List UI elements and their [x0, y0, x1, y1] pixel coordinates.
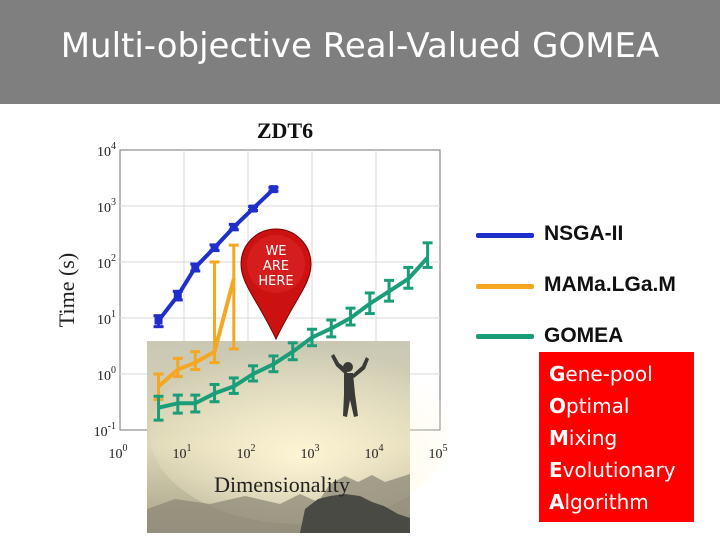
legend-swatch-gomea	[476, 334, 534, 339]
acronym-line-3: Mixing	[549, 426, 618, 450]
pin-marker: WE ARE HERE	[240, 228, 312, 341]
climber-silhouette	[331, 354, 369, 417]
acronym-line-4: Evolutionary	[549, 458, 676, 482]
pin-text-line1: WE	[265, 244, 286, 259]
data-point-nsga-ii	[173, 291, 182, 300]
pin-text-line3: HERE	[258, 274, 293, 289]
x-tick-label: 101	[173, 443, 192, 462]
title-bar	[0, 0, 720, 104]
acronym-line-1: Gene-pool	[549, 362, 653, 386]
legend-swatch-mamalgam	[476, 284, 534, 289]
data-point-nsga-ii	[154, 316, 163, 325]
legend-label-nsga: NSGA-II	[544, 222, 624, 245]
chart-figure: 100 101 102 103 104 105 10-1 100 101 102 103 104 ZDT…	[54, 118, 450, 533]
x-axis-label: Dimensionality	[214, 472, 350, 497]
data-point-nsga-ii	[269, 185, 278, 194]
data-point-nsga-ii	[210, 243, 219, 252]
acronym-line-2: Optimal	[549, 394, 630, 418]
y-tick-label: 100	[97, 365, 116, 384]
legend-label-mamalgam: MAMa.LGa.M	[544, 273, 676, 296]
x-tick-label: 100	[109, 443, 128, 462]
pin-text-line2: ARE	[263, 259, 289, 274]
legend-swatch-nsga	[476, 233, 534, 238]
acronym-line-5: Algorithm	[549, 490, 649, 514]
x-tick-label: 104	[365, 443, 384, 462]
y-axis-label: Time (s)	[54, 253, 79, 327]
slide-title: Multi-objective Real-Valued GOMEA	[60, 26, 660, 66]
x-tick-label: 105	[429, 443, 448, 462]
y-tick-label: 104	[97, 141, 116, 160]
y-tick-label: 101	[97, 309, 116, 328]
legend-label-gomea: GOMEA	[544, 324, 624, 347]
y-tick-label: 10-1	[94, 421, 116, 440]
y-tick-label: 102	[97, 253, 116, 272]
x-tick-label: 102	[237, 443, 256, 462]
data-point-nsga-ii	[229, 223, 238, 232]
y-tick-label: 103	[97, 197, 116, 216]
x-tick-label: 103	[301, 443, 320, 462]
data-point-nsga-ii	[191, 263, 200, 272]
chart-title: ZDT6	[257, 118, 313, 143]
acronym-box	[539, 352, 694, 522]
data-point-nsga-ii	[249, 204, 258, 213]
